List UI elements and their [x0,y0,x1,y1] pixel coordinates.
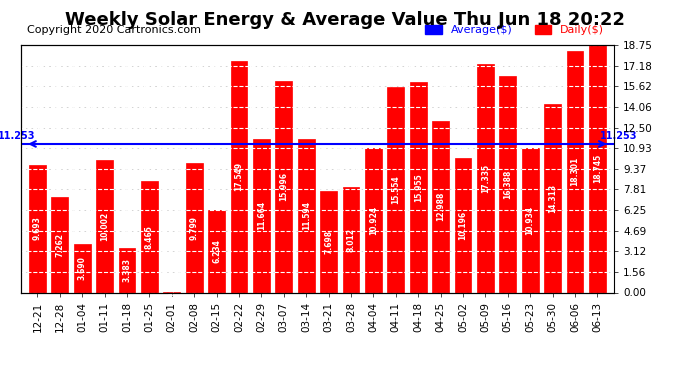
Text: 11.253: 11.253 [0,130,35,141]
Bar [566,51,583,292]
Bar [432,121,449,292]
Bar [589,45,606,292]
Bar [230,61,248,292]
Bar [477,64,494,292]
Text: 11.664: 11.664 [257,201,266,230]
Bar [74,244,90,292]
Bar [500,76,516,292]
Bar [522,148,538,292]
Text: Weekly Solar Energy & Average Value Thu Jun 18 20:22: Weekly Solar Energy & Average Value Thu … [65,11,625,29]
Text: 17.335: 17.335 [481,164,490,193]
Bar [208,210,225,292]
Text: 7.262: 7.262 [55,232,64,256]
Text: Copyright 2020 Cartronics.com: Copyright 2020 Cartronics.com [27,25,201,35]
Text: 15.554: 15.554 [391,176,400,204]
Bar [119,248,135,292]
Text: 3.690: 3.690 [78,256,87,280]
Text: 11.594: 11.594 [302,201,310,231]
Text: 17.549: 17.549 [235,162,244,191]
Text: 14.313: 14.313 [548,183,557,213]
Text: 15.996: 15.996 [279,172,288,201]
Text: 3.383: 3.383 [123,258,132,282]
Text: 10.196: 10.196 [458,211,467,240]
Text: 10.002: 10.002 [100,212,109,241]
Text: 9.799: 9.799 [190,216,199,240]
Text: 16.388: 16.388 [503,170,512,199]
Text: 7.698: 7.698 [324,230,333,254]
Text: 9.693: 9.693 [33,217,42,240]
Text: 0.008: 0.008 [168,274,177,298]
Bar [544,104,561,292]
Bar [141,181,158,292]
Bar [343,187,359,292]
Text: 8.012: 8.012 [346,228,355,252]
Text: 6.234: 6.234 [212,239,221,263]
Bar [410,82,426,292]
Bar [97,160,113,292]
Bar [298,140,315,292]
Bar [52,196,68,292]
Text: 11.253: 11.253 [600,130,637,141]
Bar [387,87,404,292]
Bar [186,163,203,292]
Bar [29,165,46,292]
Text: 18.745: 18.745 [593,154,602,183]
Bar [365,148,382,292]
Bar [253,138,270,292]
Bar [275,81,292,292]
Text: 15.955: 15.955 [414,173,423,202]
Text: 18.301: 18.301 [571,157,580,186]
Legend: Average($), Daily($): Average($), Daily($) [421,21,609,40]
Text: 12.988: 12.988 [436,192,445,222]
Bar [455,158,471,292]
Bar [320,191,337,292]
Text: 8.465: 8.465 [145,225,154,249]
Text: 10.934: 10.934 [526,206,535,235]
Text: 10.924: 10.924 [369,206,378,235]
